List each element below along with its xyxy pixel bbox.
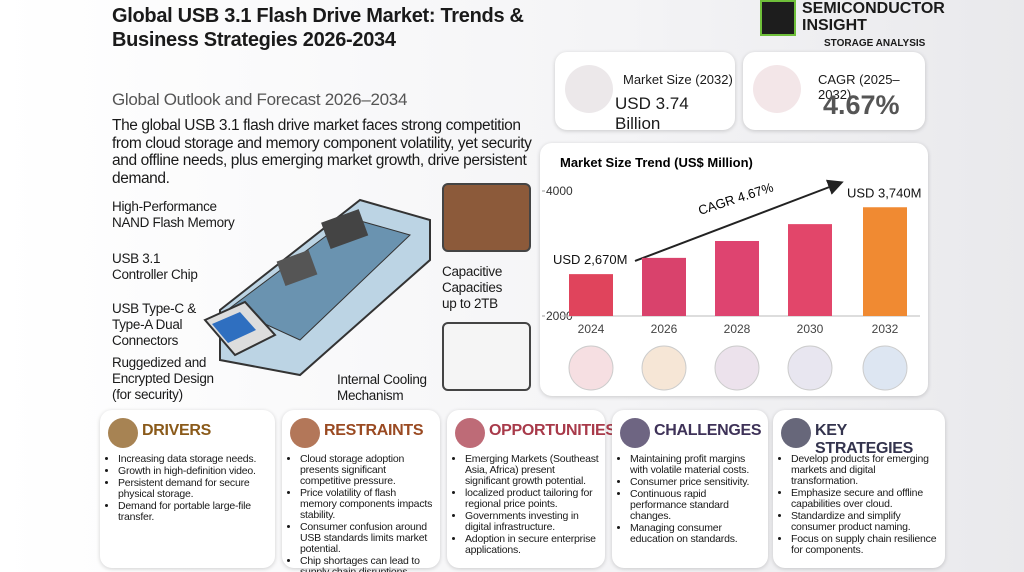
section-item: Focus on supply chain resilience for com…: [791, 534, 939, 556]
bar: [715, 241, 759, 316]
section-icon: [781, 418, 811, 448]
feature-label: High-Performance NAND Flash Memory: [112, 199, 235, 230]
section-item: Consumer confusion around USB standards …: [300, 522, 434, 555]
logo: SEMICONDUCTOR INSIGHT STORAGE ANALYSIS: [760, 0, 980, 49]
section-item: Cloud storage adoption presents signific…: [300, 454, 434, 487]
description: The global USB 3.1 flash drive market fa…: [112, 117, 532, 187]
section-card: RESTRAINTS Cloud storage adoption present…: [282, 410, 440, 572]
bar: [788, 224, 832, 316]
section-icon: [108, 418, 138, 448]
section-icon: [620, 418, 650, 448]
section-title: CHALLENGES: [654, 422, 762, 439]
x-tick-label: 2028: [724, 322, 751, 336]
section-item: Governments investing in digital infrast…: [465, 511, 599, 533]
section-card: OPPORTUNITIES Emerging Markets (Southeast…: [447, 410, 616, 568]
stat-card: CAGR (2025–2032) 4.67%: [743, 52, 925, 130]
bar: [863, 207, 907, 316]
section-item: Demand for portable large-file transfer.: [118, 501, 269, 523]
section-item: Growth in high-definition video.: [118, 466, 269, 477]
value-label: USD 3,740M: [847, 185, 921, 200]
feature-label: Capacitive Capacities up to 2TB: [442, 264, 503, 311]
section-title: KEY STRATEGIES: [815, 422, 914, 457]
icon: [787, 345, 833, 391]
x-tick-label: 2030: [797, 322, 824, 336]
y-tick-label: 4000: [546, 184, 573, 198]
section-item: Maintaining profit margins with volatile…: [630, 454, 762, 476]
section-title: RESTRAINTS: [324, 422, 424, 439]
feature-label: Ruggedized and Encrypted Design (for sec…: [112, 355, 214, 402]
logo-icon: [760, 0, 796, 36]
section-item: Adoption in secure enterprise applicatio…: [465, 534, 599, 556]
trend-arrow: [634, 179, 844, 262]
subtitle: Global Outlook and Forecast 2026–2034: [112, 90, 408, 109]
chart: Market Size Trend (US$ Million) CAGR 4.6…: [542, 155, 921, 391]
stat-icon: [565, 65, 613, 113]
chip-inset: [442, 322, 531, 391]
section-list: Emerging Markets (Southeast Asia, Africa…: [455, 454, 599, 557]
stat-card: Market Size (2032) USD 3.74 Billion: [555, 52, 735, 133]
section-list: Cloud storage adoption presents signific…: [290, 454, 434, 572]
usb-illustration: [203, 198, 431, 377]
feature-label: USB Type-C & Type-A Dual Connectors: [112, 301, 196, 348]
section-item: Managing consumer education on standards…: [630, 523, 762, 545]
icon: [568, 345, 614, 391]
value-label: USD 2,670M: [553, 252, 627, 267]
section-card: KEY STRATEGIESDevelop products for emerg…: [773, 410, 945, 568]
section-item: Price volatility of flash memory compone…: [300, 488, 434, 521]
section-title: DRIVERS: [142, 422, 212, 439]
icon: [862, 345, 908, 391]
connector-port: [212, 312, 256, 343]
section-item: Persistent demand for secure physical st…: [118, 478, 269, 500]
bar: [569, 274, 613, 316]
section-icon: [290, 418, 320, 448]
usb-board: [229, 217, 411, 341]
section-item: Continuous rapid performance standard ch…: [630, 489, 762, 522]
section-item: Standardize and simplify consumer produc…: [791, 511, 939, 533]
section-item: Consumer price sensitivity.: [630, 477, 762, 488]
icon-row: [568, 345, 908, 391]
stat-label: Market Size (2032): [623, 72, 733, 87]
stat-label: CAGR (2025–2032): [818, 72, 900, 102]
section-item: Emphasize secure and offline capabilitie…: [791, 488, 939, 510]
section-card: CHALLENGES Maintaining profit margins wit…: [612, 410, 768, 568]
chip: [276, 249, 318, 287]
section-item: Increasing data storage needs.: [118, 454, 269, 465]
stat-value: 4.67%: [823, 90, 900, 120]
title: Global USB 3.1 Flash Drive Market: Trend…: [112, 5, 524, 51]
icon: [714, 345, 760, 391]
stat-icon: [753, 65, 801, 113]
section-item: Develop products for emerging markets an…: [791, 454, 939, 487]
x-tick-label: 2024: [578, 322, 605, 336]
chart-title: Market Size Trend (US$ Million): [560, 155, 753, 170]
x-tick-label: 2032: [872, 322, 899, 336]
stat-value: USD 3.74 Billion: [615, 94, 689, 133]
logo-tagline: STORAGE ANALYSIS: [824, 38, 926, 49]
section-list: Maintaining profit margins with volatile…: [620, 454, 762, 546]
section-list: Increasing data storage needs.Growth in …: [108, 454, 269, 524]
section-item: Chip shortages can lead to supply chain …: [300, 556, 434, 572]
bar: [642, 257, 686, 316]
feature-label: Internal Cooling Mechanism: [337, 372, 427, 403]
chip: [321, 209, 369, 250]
section-list: Develop products for emerging markets an…: [781, 454, 939, 557]
y-tick-label: 2000: [546, 309, 573, 323]
icon: [641, 345, 687, 391]
x-tick-label: 2026: [651, 322, 678, 336]
section-item: Emerging Markets (Southeast Asia, Africa…: [465, 454, 599, 487]
feature-label: USB 3.1 Controller Chip: [112, 251, 198, 282]
nand-inset: [442, 183, 531, 252]
section-card: DRIVERS Increasing data storage needs.Gro…: [100, 410, 275, 568]
section-icon: [455, 418, 485, 448]
logo-name: SEMICONDUCTOR INSIGHT: [802, 0, 945, 34]
section-item: localized product tailoring for regional…: [465, 488, 599, 510]
section-title: OPPORTUNITIES: [489, 422, 616, 439]
